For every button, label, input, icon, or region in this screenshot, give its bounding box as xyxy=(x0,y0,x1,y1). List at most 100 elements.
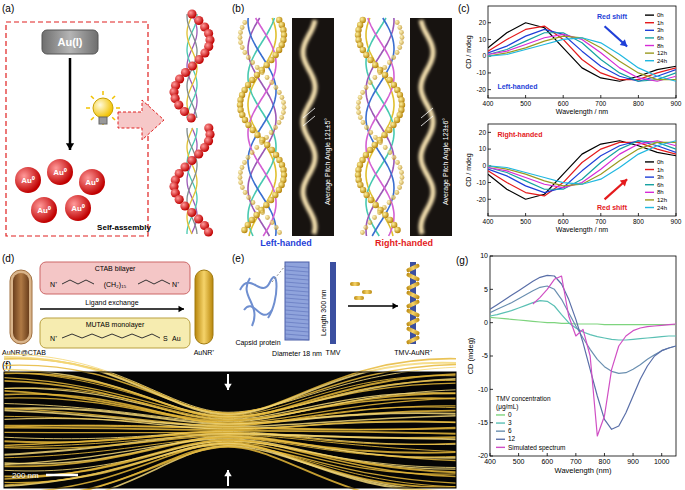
capsid-row xyxy=(285,286,309,288)
gold-sphere xyxy=(363,192,369,198)
x-tick xyxy=(525,213,526,216)
x-axis-label: Wavelength / nm xyxy=(556,108,608,116)
y-tick-label: 10 xyxy=(479,36,487,43)
gold-sphere xyxy=(281,110,286,115)
gold-sphere xyxy=(394,190,399,195)
capsid-row xyxy=(285,326,309,328)
series-line xyxy=(488,36,676,79)
series-line xyxy=(488,141,676,184)
au0-label: Au⁰ xyxy=(37,206,51,215)
fibril xyxy=(248,18,276,236)
y-tick-label: -10 xyxy=(477,179,487,186)
y-tick-label: -20 xyxy=(477,196,487,203)
au-i-label: Au(I) xyxy=(57,36,82,48)
helix-sphere xyxy=(187,113,196,122)
arrow-head xyxy=(620,39,627,46)
gold-sphere xyxy=(397,25,402,30)
helix-sphere xyxy=(180,201,189,210)
capsid-row xyxy=(285,334,309,336)
panel-label: (b) xyxy=(232,3,244,14)
diameter-label: Diameter 18 nm xyxy=(272,350,322,357)
capsid-row xyxy=(285,298,309,300)
gold-sphere xyxy=(238,180,243,185)
fibril xyxy=(248,18,276,236)
x-tick-label: 400 xyxy=(483,100,494,107)
legend-label: 8h xyxy=(657,43,664,49)
gold-sphere xyxy=(391,195,396,200)
gold-sphere xyxy=(358,95,363,100)
legend-swatch xyxy=(645,45,654,46)
capsid-row xyxy=(285,278,309,280)
legend-label: 6 xyxy=(508,427,512,434)
annotation: Red shift xyxy=(597,13,628,20)
gold-sphere xyxy=(397,185,402,190)
gold-rod xyxy=(406,308,420,318)
x-tick xyxy=(488,213,489,216)
gold-sphere xyxy=(399,170,404,175)
capsid-row xyxy=(285,322,309,324)
tmv-cylinder xyxy=(285,262,309,340)
capsid-row xyxy=(285,290,309,292)
gold-sphere xyxy=(269,130,274,135)
plot-frame xyxy=(488,124,676,216)
y-tick xyxy=(490,422,493,423)
y-axis-label: CD / mdeg xyxy=(465,153,473,187)
x-tick xyxy=(488,95,489,98)
series-line xyxy=(488,38,676,81)
gold-sphere xyxy=(273,125,278,130)
gold-sphere xyxy=(249,77,255,83)
x-tick xyxy=(600,95,601,98)
series-line xyxy=(490,275,676,429)
y-tick-label: 5 xyxy=(484,286,488,293)
y-tick-label: 0 xyxy=(484,319,488,326)
x-tick xyxy=(518,453,519,456)
panel-label: (g) xyxy=(456,255,468,266)
x-tick-label: 700 xyxy=(595,218,606,225)
gold-sphere xyxy=(240,165,245,170)
legend-title: TMV concentration xyxy=(496,395,551,402)
complex-label: TMV-AuNR⁺ xyxy=(394,349,432,356)
gold-sphere xyxy=(372,202,378,208)
gold-sphere xyxy=(238,175,243,180)
y-tick xyxy=(488,132,491,133)
au0-sphere xyxy=(15,167,41,193)
x-tick xyxy=(676,95,677,98)
gold-rod xyxy=(406,290,420,300)
fibril xyxy=(248,18,276,236)
x-tick xyxy=(676,213,677,216)
helix-sphere xyxy=(204,227,213,236)
gold-sphere xyxy=(360,230,365,235)
y-tick xyxy=(488,72,491,73)
y-tick xyxy=(488,182,491,183)
au0-sphere xyxy=(47,159,73,185)
series-line xyxy=(488,141,676,188)
gold-sphere xyxy=(356,110,361,115)
gold-sphere xyxy=(270,220,275,225)
x-tick-label: 900 xyxy=(627,458,639,465)
gold-sphere xyxy=(250,60,255,65)
gold-rod xyxy=(406,317,420,327)
gold-sphere xyxy=(395,50,400,55)
x-tick-label: 600 xyxy=(541,458,553,465)
ctab-box xyxy=(40,262,190,294)
gold-sphere xyxy=(400,35,405,40)
legend-label: Simulated spectrum xyxy=(508,444,565,452)
gold-sphere xyxy=(368,130,373,135)
protein-ribbon xyxy=(244,306,272,315)
legend: TMV concentration(μg/mL)03612Simulated s… xyxy=(496,395,565,452)
capsid-row xyxy=(285,330,309,332)
legend-label: 1h xyxy=(657,167,664,173)
gold-sphere xyxy=(368,220,373,225)
au-i-box xyxy=(42,30,98,54)
gold-sphere xyxy=(238,170,243,175)
process-label: Self-assembly xyxy=(97,223,151,232)
arrow-head xyxy=(393,303,398,310)
gold-sphere xyxy=(391,55,396,60)
au0-sphere xyxy=(31,197,57,223)
tmv-label: TMV xyxy=(326,349,341,356)
x-tick-label: 400 xyxy=(483,218,494,225)
legend: 0h1h3h6h8h12h24h xyxy=(645,159,667,211)
bulb-ray xyxy=(86,107,90,109)
series-group xyxy=(490,275,676,436)
gold-rod xyxy=(406,263,420,273)
